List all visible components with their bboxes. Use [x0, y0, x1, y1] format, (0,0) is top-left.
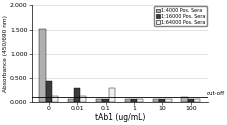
Bar — [52, 96, 58, 102]
Bar — [80, 96, 86, 102]
Y-axis label: Absorbance (450/690 nm): Absorbance (450/690 nm) — [3, 15, 8, 92]
Bar — [96, 99, 102, 102]
Bar — [102, 99, 108, 102]
Bar — [74, 88, 80, 102]
Bar — [165, 99, 171, 102]
Bar — [136, 99, 143, 102]
Bar — [67, 99, 74, 102]
Bar — [158, 99, 165, 102]
Text: cut-off: cut-off — [205, 91, 224, 96]
Bar — [108, 88, 114, 102]
Bar — [124, 99, 130, 102]
Bar — [193, 99, 199, 102]
Bar — [45, 81, 52, 102]
Bar — [181, 97, 187, 102]
Bar — [39, 29, 45, 102]
Legend: 1:4000 Pos. Sera, 1:16000 Pos. Sera, 1:64000 Pos. Sera: 1:4000 Pos. Sera, 1:16000 Pos. Sera, 1:6… — [153, 6, 206, 26]
Bar — [130, 99, 136, 102]
Bar — [187, 99, 193, 102]
Bar — [152, 99, 158, 102]
X-axis label: tAb1 (ug/mL): tAb1 (ug/mL) — [94, 112, 144, 122]
